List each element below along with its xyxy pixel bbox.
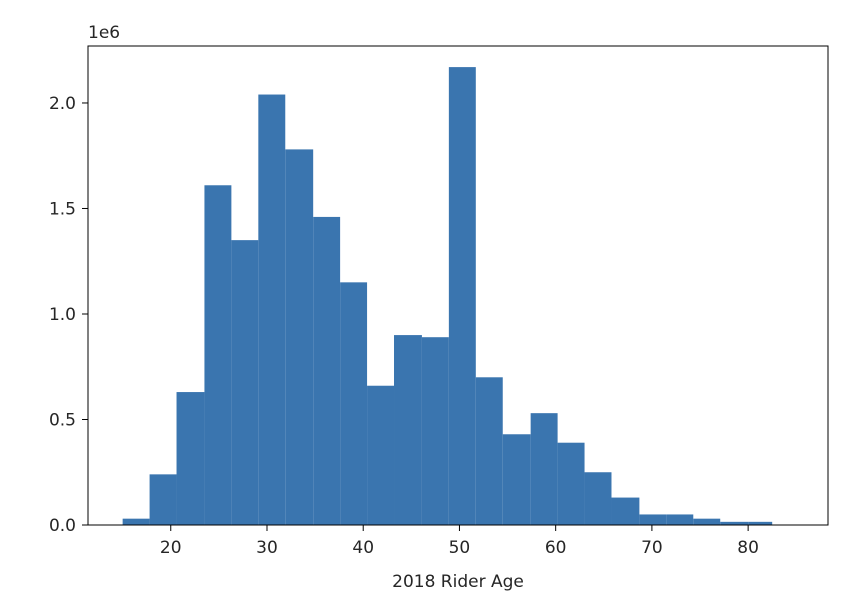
x-tick-label: 50: [449, 538, 471, 558]
histogram-bar: [693, 518, 721, 525]
histogram-bar: [367, 385, 395, 525]
x-tick-label: 70: [641, 538, 663, 558]
histogram-bar: [475, 377, 503, 525]
histogram-bar: [285, 149, 314, 525]
histogram-bar: [122, 518, 150, 525]
histogram-bar: [720, 521, 749, 525]
histogram-bar: [176, 392, 205, 525]
x-tick-label: 20: [160, 538, 182, 558]
y-tick-label: 0.5: [49, 410, 76, 430]
histogram-bar: [204, 185, 232, 525]
histogram-bar: [421, 337, 449, 525]
histogram-bar: [530, 413, 558, 525]
x-tick-label: 30: [256, 538, 278, 558]
histogram-bar: [502, 434, 531, 525]
histogram-bar: [748, 521, 773, 525]
y-axis-ticks: 0.0 0.5 1.0 1.5 2.0: [49, 94, 88, 536]
y-tick-label: 1.0: [49, 305, 76, 325]
x-tick-label: 40: [352, 538, 374, 558]
x-tick-label: 60: [545, 538, 567, 558]
x-axis-ticks: 20 30 40 50 60 70 80: [160, 525, 759, 558]
histogram-bar: [231, 240, 259, 526]
x-tick-label: 80: [737, 538, 759, 558]
y-tick-label: 1.5: [49, 199, 76, 219]
histogram-bar: [340, 282, 368, 525]
histogram-bar: [639, 514, 667, 525]
x-axis-label: 2018 Rider Age: [392, 572, 524, 592]
histogram-bar: [557, 442, 585, 525]
y-axis-offset-label: 1e6: [88, 23, 120, 43]
plot-frame: [87, 45, 829, 526]
histogram-bar: [448, 67, 476, 525]
histogram-bar: [149, 474, 177, 525]
y-tick-label: 2.0: [49, 94, 76, 114]
histogram-bar: [611, 497, 640, 525]
histogram-bars: [122, 67, 773, 526]
histogram-bar: [584, 472, 612, 525]
histogram-bar: [666, 514, 694, 525]
y-tick-label: 0.0: [49, 516, 76, 536]
histogram-bar: [258, 94, 286, 525]
histogram-bar: [313, 216, 341, 525]
histogram-bar: [394, 335, 422, 525]
